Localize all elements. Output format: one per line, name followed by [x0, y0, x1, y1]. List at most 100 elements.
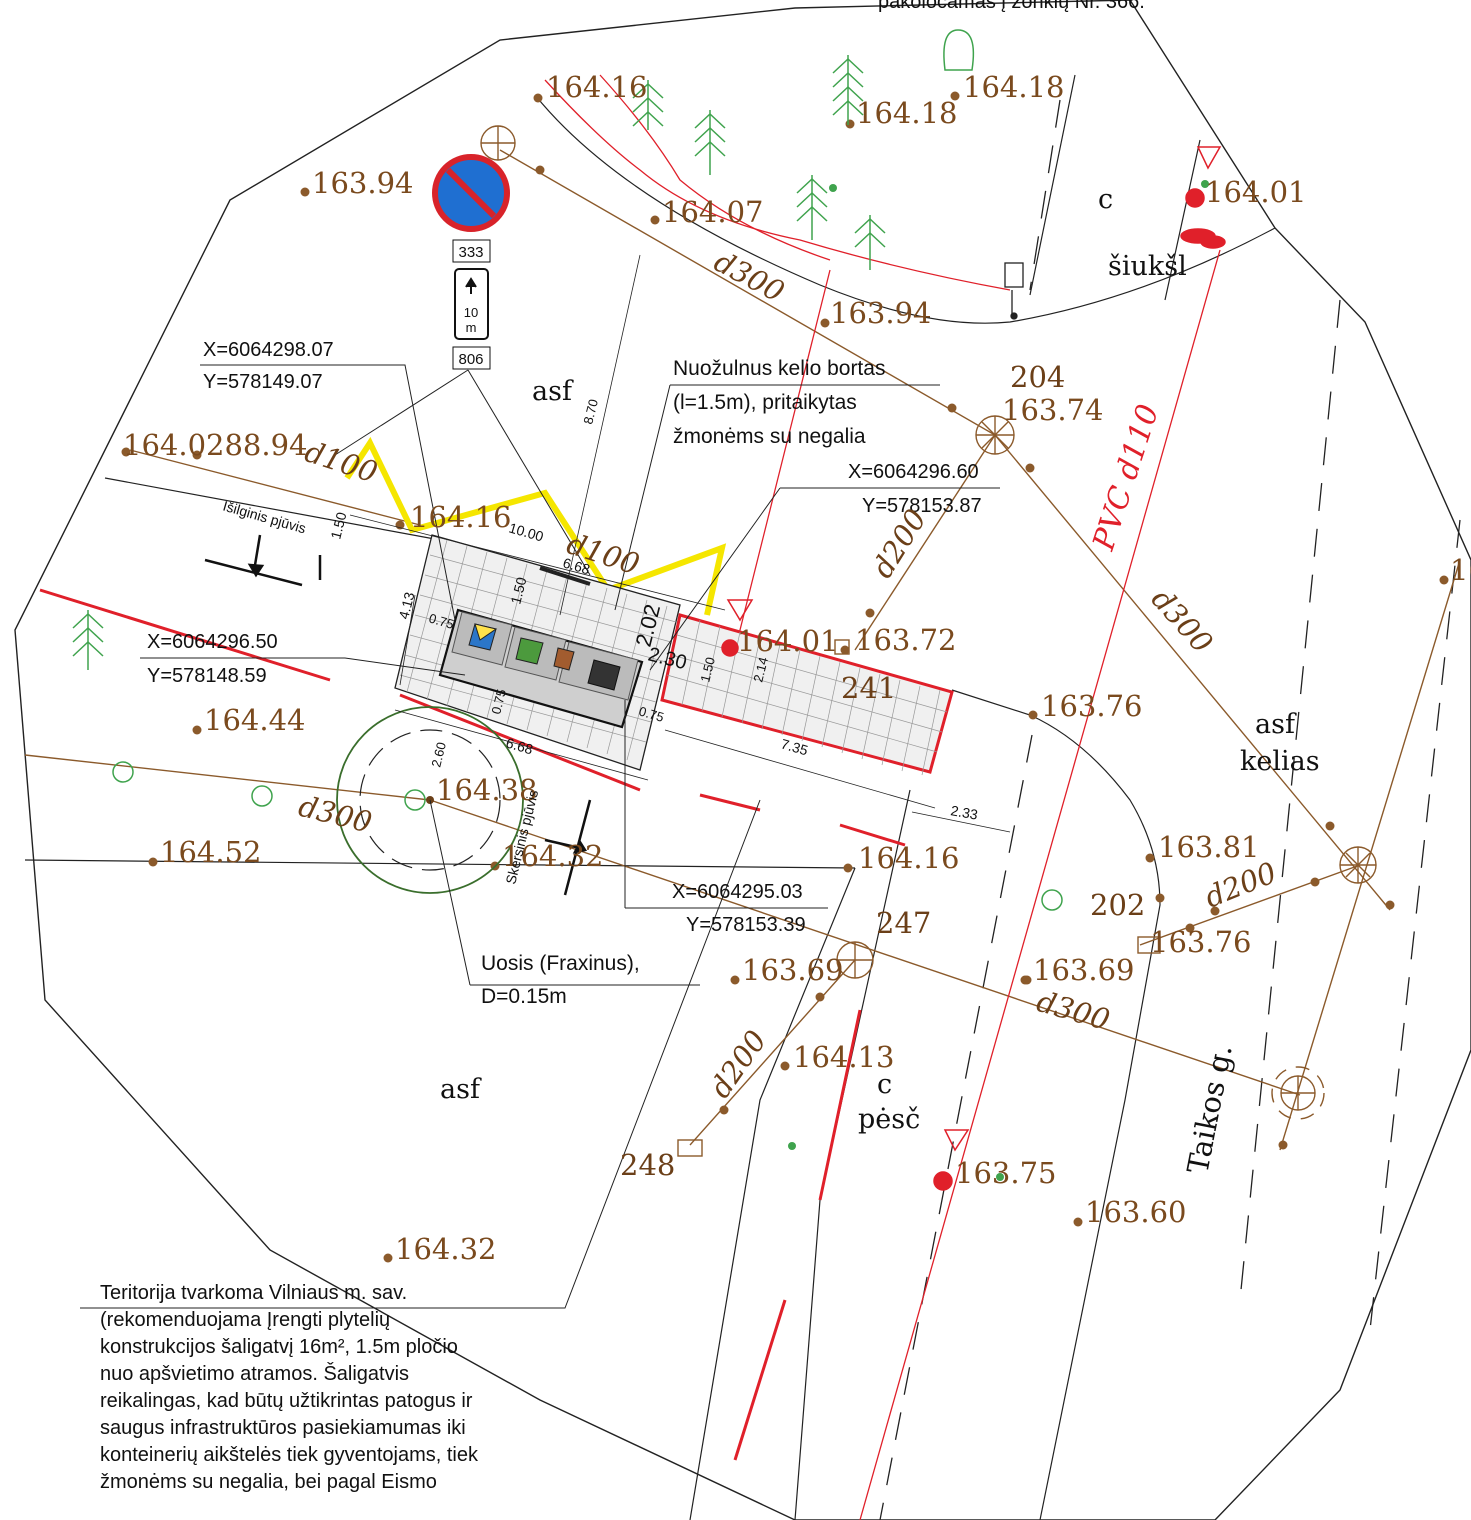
coord-y-2: Y=578153.87	[862, 495, 982, 517]
dimension-label: 1.50	[507, 575, 529, 606]
territory-note-line: konstrukcijos šaligatvį 16m², 1.5m ploči…	[100, 1336, 458, 1358]
elevation-label: 164.16	[858, 841, 959, 875]
elevation-label: 164.0288.94	[123, 428, 308, 462]
top-note: pakolocamas į zonklų Nr. 366.	[878, 0, 1145, 13]
surface-label-c: c	[877, 1069, 892, 1100]
pipe-label: d300	[1145, 582, 1220, 660]
territory-note-line: (rekomenduojama Įrengti plytelių	[100, 1309, 391, 1331]
pipe-label: d300	[709, 244, 790, 309]
elevation-label: 164.16	[410, 500, 511, 534]
elevation-label: 163.94	[830, 296, 931, 330]
dimension-label: 8.70	[580, 398, 601, 426]
point-id: 247	[876, 906, 931, 940]
tree-note-line-1: Uosis (Fraxinus),	[481, 952, 640, 975]
sign-plate-806: 806	[458, 351, 483, 368]
elevation-label: 164.44	[204, 703, 305, 737]
elevation-label: 163.76	[1041, 689, 1142, 723]
territory-note: Teritorija tvarkoma Vilniaus m. sav. (re…	[100, 1280, 620, 1496]
sewer-pipes	[24, 149, 1461, 1151]
elevation-label: 164.01	[1205, 175, 1306, 209]
leader-lines	[80, 364, 1000, 1309]
no-parking-sign-icon	[432, 154, 510, 370]
hydrant-icons	[721, 146, 1226, 1191]
dimension-label: 2.33	[949, 802, 979, 823]
tree-icons	[72, 29, 1063, 911]
elevation-label: 16	[1450, 553, 1471, 587]
coord-y-4: Y=578153.39	[686, 914, 806, 936]
elevation-label: 163.69	[742, 953, 843, 987]
territory-note-line: nuo apšvietimo atramos. Šaligatvis	[100, 1363, 410, 1385]
territory-note-line: reikalingas, kad būtų užtikrintas patogu…	[100, 1390, 473, 1412]
elevation-label: 164.18	[856, 96, 957, 130]
territory-note-line: konteinerių aikštelės tiek gyventojams, …	[100, 1444, 478, 1466]
section-label: Išilginis pjūvis	[221, 498, 308, 537]
street-name-label: Taikos g.	[1180, 1042, 1238, 1177]
elevation-label: 164.32	[502, 839, 603, 873]
red-edge-lines	[39, 588, 906, 1461]
elevation-label: 164.07	[662, 195, 763, 229]
elevation-label: 164.16	[546, 70, 647, 104]
dimension-labels: 8.70 10.00 6.68 1.50 4.13 0.75 1.50 2.02…	[327, 398, 979, 823]
dimension-label: 2.14	[750, 656, 771, 684]
surface-label-c: c	[1098, 184, 1113, 215]
survey-boundary	[14, 0, 1471, 1520]
elevation-label: 163.60	[1085, 1195, 1186, 1229]
elevation-label: 163.75	[955, 1156, 1056, 1190]
coord-x-1: X=6064298.07	[203, 339, 334, 361]
pipe-label: d200	[1200, 855, 1281, 914]
elevation-label: 164.13	[793, 1040, 894, 1074]
elevation-label: 163.72	[855, 623, 956, 657]
coord-x-3: X=6064296.50	[147, 631, 278, 653]
surface-label-asf: asf	[440, 1074, 482, 1105]
sign-plate-333: 333	[458, 244, 483, 261]
elevation-label: 163.76	[1150, 925, 1251, 959]
dimension-label: 6.68	[504, 735, 535, 758]
dimension-label: 4.13	[395, 590, 417, 621]
dimension-label: 0.75	[488, 688, 509, 716]
elevation-label: 164.32	[395, 1232, 496, 1266]
elevation-label: 164.38	[436, 773, 537, 807]
pipe-points	[121, 91, 1449, 1263]
surface-label-siuksl: šiukšl	[1108, 251, 1187, 282]
dimension-label: 7.35	[779, 736, 810, 759]
surface-label-kelias: kelias	[1240, 746, 1320, 777]
manhole-icons	[480, 125, 1377, 1157]
yellow-highlight-line	[344, 436, 727, 616]
surface-label-asf: asf	[1255, 709, 1297, 740]
pvc-pipes	[544, 74, 1221, 1520]
sign-plate-m: m	[466, 320, 477, 335]
dimension-label: 10.00	[507, 520, 545, 545]
dimension-lines	[349, 254, 1011, 833]
dimension-label: 0.75	[427, 610, 455, 631]
surface-label-asf: asf	[532, 376, 574, 407]
territory-note-line: saugus infrastruktūros pasiekiamumas iki	[100, 1417, 466, 1439]
dimension-label: 1.50	[697, 656, 718, 684]
elevation-label: 163.74	[1002, 393, 1103, 427]
curb-note-line-2: (l=1.5m), pritaikytas	[673, 391, 857, 414]
curb-note-line-3: žmonėms su negalia	[673, 425, 866, 448]
pipe-label: d300	[295, 789, 375, 840]
point-id: 202	[1090, 888, 1145, 922]
coord-y-1: Y=578149.07	[203, 371, 323, 393]
lane-dashes	[879, 99, 1461, 1520]
point-id: 204	[1010, 360, 1065, 394]
curb-note-line-1: Nuožulnus kelio bortas	[673, 357, 885, 380]
elevation-label: 163.94	[312, 166, 413, 200]
coord-x-2: X=6064296.60	[848, 461, 979, 483]
elevation-label: 163.69	[1033, 953, 1134, 987]
section-markers	[204, 534, 592, 896]
point-id: 248	[620, 1148, 675, 1182]
point-id: 241	[841, 671, 896, 705]
territory-note-line: Teritorija tvarkoma Vilniaus m. sav.	[100, 1282, 408, 1304]
sign-plate-10: 10	[464, 305, 478, 320]
tree-note-line-2: D=0.15m	[481, 985, 567, 1008]
dimension-label: 0.75	[637, 703, 665, 724]
dimension-label: 6.68	[561, 555, 592, 578]
elevation-label: 164.18	[963, 70, 1064, 104]
surface-label-pesc: pėsč	[858, 1104, 920, 1135]
coord-y-3: Y=578148.59	[147, 665, 267, 687]
dimension-label: 2.60	[428, 741, 449, 769]
pipe-label: d300	[1033, 984, 1113, 1037]
coord-x-4: X=6064295.03	[672, 881, 803, 903]
